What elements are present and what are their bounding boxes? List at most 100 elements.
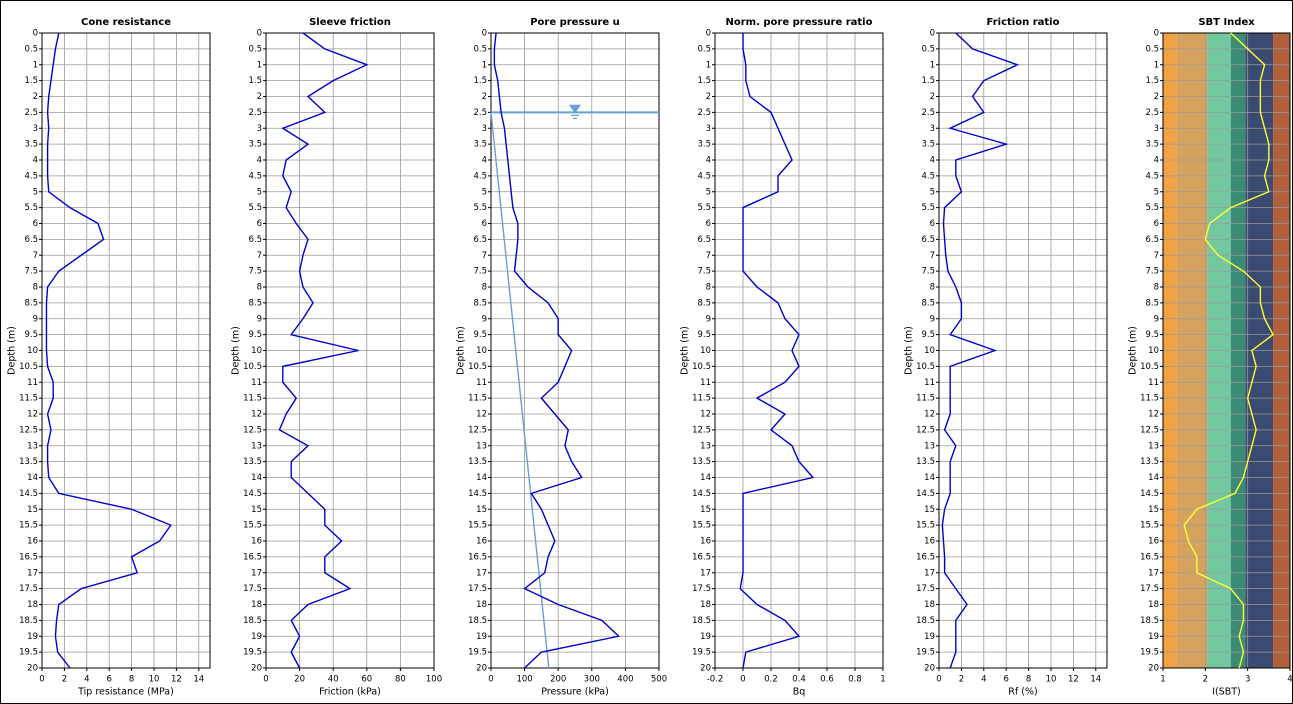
y-axis-label: Depth (m) [231,326,242,375]
y-tick-label: 13 [924,441,935,451]
y-tick-label: 1 [257,60,262,70]
x-tick-label: 10 [149,675,160,685]
y-tick-label: 3 [706,124,711,134]
y-tick-label: 13.5 [468,457,487,467]
y-tick-label: 8 [706,283,711,293]
plot-frame [938,32,1108,669]
y-tick-label: 9.5 [921,330,935,340]
y-tick-label: 12.5 [1140,425,1159,435]
chart-title: Norm. pore pressure ratio [726,17,873,28]
y-tick-label: 7.5 [1145,267,1159,277]
y-axis-label: Depth (m) [7,326,18,375]
y-tick-label: 16.5 [243,552,262,562]
y-tick-label: 2 [33,92,38,102]
y-tick-label: 4.5 [1145,171,1159,181]
y-tick-label: 17 [1148,568,1159,578]
y-tick-label: 9 [930,314,935,324]
y-tick-label: 15.5 [1140,521,1159,531]
data-line [739,33,815,669]
y-tick-label: 14 [700,473,711,483]
y-tick-label: 19.5 [1140,648,1159,658]
y-tick-label: 9.5 [697,330,711,340]
y-tick-label: 5.5 [248,203,262,213]
y-tick-label: 5.5 [697,203,711,213]
chart-title: Friction ratio [987,17,1060,28]
y-tick-label: 14.5 [243,489,262,499]
y-tick-label: 20 [251,664,262,674]
y-tick-label: 18 [924,600,935,610]
y-tick-label: 3 [257,124,262,134]
y-tick-label: 17 [700,568,711,578]
y-tick-label: 15.5 [243,521,262,531]
y-tick-label: 15 [1148,505,1159,515]
y-tick-label: 9.5 [248,330,262,340]
y-tick-label: 2.5 [248,108,262,118]
y-tick-label: 8.5 [697,298,711,308]
y-tick-label: 17.5 [468,584,487,594]
y-tick-label: 6 [257,219,262,229]
y-tick-label: 1.5 [24,76,38,86]
y-tick-label: 16 [924,537,935,547]
x-tick-label: 4 [981,675,986,685]
y-tick-label: 18.5 [692,616,711,626]
data-line [45,32,172,669]
y-tick-label: 5.5 [24,203,38,213]
y-tick-label: 18 [1148,600,1159,610]
y-tick-label: 16 [27,537,38,547]
y-tick-label: 1 [706,60,711,70]
y-tick-label: 15 [700,505,711,515]
y-tick-label: 17.5 [1140,584,1159,594]
y-tick-label: 6 [706,219,711,229]
y-tick-label: 11 [27,378,38,388]
y-axis-label: Depth (m) [904,326,915,375]
x-tick-label: 4 [84,675,89,685]
y-tick-label: 8.5 [921,298,935,308]
y-tick-label: 15 [924,505,935,515]
y-tick-label: 15.5 [916,521,935,531]
y-tick-label: 6.5 [473,235,487,245]
plot-frame [265,32,435,669]
y-tick-label: 13.5 [1140,457,1159,467]
x-tick-label: 0 [39,675,44,685]
y-tick-label: 1.5 [697,76,711,86]
y-tick-label: 3 [930,124,935,134]
y-tick-label: 2 [706,92,711,102]
x-tick-label: 200 [550,675,566,685]
y-tick-label: 3.5 [1145,140,1159,150]
plot-frame [714,32,884,669]
y-tick-label: 7 [482,251,487,261]
y-tick-label: 12.5 [468,425,487,435]
y-tick-label: 9 [257,314,262,324]
y-tick-label: 1 [482,60,487,70]
y-tick-label: 8.5 [248,298,262,308]
y-tick-label: 3.5 [697,140,711,150]
y-tick-label: 10.5 [916,362,935,372]
y-tick-label: 3 [33,124,38,134]
y-tick-label: 13 [1148,441,1159,451]
panel: 0 2 4 6 8 10 12 1400.511.522.533.544.555.566.57… [904,17,1108,698]
y-tick-label: 9.5 [1145,330,1159,340]
y-tick-label: 20 [924,664,935,674]
panel: 0 2 4 6 8 10 12 1400.511.522.533.544.555.566.57… [7,17,211,698]
y-tick-label: 15.5 [19,521,38,531]
x-tick-label: 80 [395,675,406,685]
y-tick-label: 19 [1148,632,1159,642]
y-tick-label: 13.5 [19,457,38,467]
y-tick-label: 18.5 [243,616,262,626]
y-axis-label: Depth (m) [1128,326,1139,375]
y-tick-label: 16.5 [468,552,487,562]
x-tick-label: 3 [1245,675,1250,685]
x-tick-label: 4 [1287,675,1292,685]
y-tick-label: 2.5 [1145,108,1159,118]
y-tick-label: 9.5 [24,330,38,340]
x-tick-label: 6 [106,675,111,685]
y-tick-label: 7 [33,251,38,261]
y-tick-label: 7 [930,251,935,261]
y-tick-label: 11.5 [19,394,38,404]
y-tick-label: 11 [251,378,262,388]
y-tick-label: 9 [1154,314,1159,324]
y-tick-label: 10 [476,346,487,356]
y-tick-label: 15.5 [692,521,711,531]
y-tick-label: 12 [476,410,487,420]
